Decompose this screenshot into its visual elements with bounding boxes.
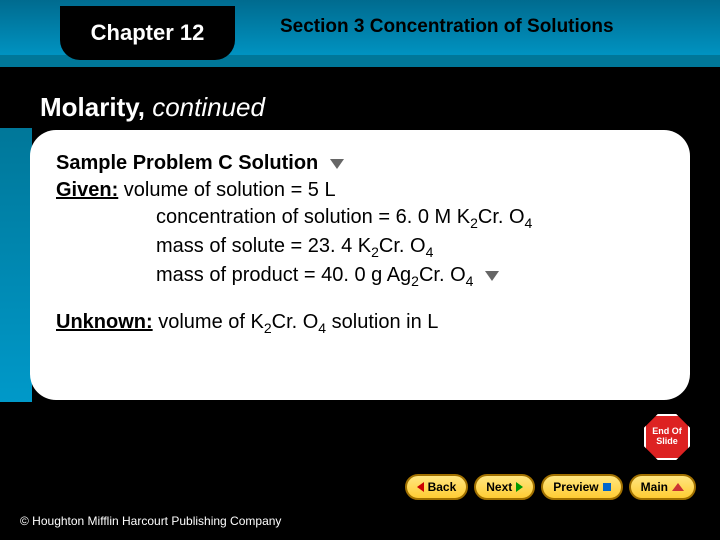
preview-label: Preview [553,480,598,494]
left-accent-bar [0,128,32,402]
subtitle-continued: continued [145,92,265,122]
given-line-2: concentration of solution = 6. 0 M K2Cr.… [56,206,664,231]
sub4b: 4 [426,244,434,260]
solute-mid: Cr. O [379,235,426,257]
main-button[interactable]: Main [629,474,696,500]
chapter-tab: Chapter 12 [60,6,235,60]
sub2a: 2 [470,215,478,231]
home-icon [672,483,684,491]
back-label: Back [428,480,457,494]
nav-bar: Back Next Preview Main [405,474,696,500]
end-label: End Of Slide [646,427,688,447]
sub2d: 2 [264,320,272,336]
prod-mid: Cr. O [419,264,466,286]
given-line-4: mass of product = 40. 0 g Ag2Cr. O4 [56,264,664,289]
section-title: Section 3 Concentration of Solutions [280,16,614,38]
conc-mid: Cr. O [478,206,525,228]
sub2c: 2 [411,273,419,289]
square-icon [603,483,611,491]
sub4d: 4 [318,320,326,336]
prod-pre: mass of product = 40. 0 g Ag [156,264,411,286]
unk-pre: volume of K [153,311,264,333]
dropdown-icon[interactable] [330,159,344,169]
next-button[interactable]: Next [474,474,535,500]
sub2b: 2 [371,244,379,260]
unk-post: solution in L [326,311,438,333]
subtitle-main: Molarity, [40,92,145,122]
end-of-slide-button[interactable]: End Of Slide [644,414,690,460]
next-label: Next [486,480,512,494]
given-label: Given: [56,179,118,201]
dropdown-icon[interactable] [485,271,499,281]
given-value-1: volume of solution = 5 L [118,179,335,201]
unk-mid: Cr. O [272,311,319,333]
spacer [56,293,664,307]
heading-text: Sample Problem C Solution [56,152,318,174]
main-label: Main [641,480,668,494]
content-card: Sample Problem C Solution Given: volume … [30,130,690,400]
triangle-right-icon [516,482,523,492]
triangle-left-icon [417,482,424,492]
unknown-line: Unknown: volume of K2Cr. O4 solution in … [56,311,664,336]
conc-pre: concentration of solution = 6. 0 M K [156,206,470,228]
given-line-3: mass of solute = 23. 4 K2Cr. O4 [56,235,664,260]
sub4c: 4 [466,273,474,289]
back-button[interactable]: Back [405,474,469,500]
preview-button[interactable]: Preview [541,474,622,500]
stop-icon: End Of Slide [644,414,690,460]
given-line-1: Given: volume of solution = 5 L [56,179,664,202]
problem-heading: Sample Problem C Solution [56,152,664,175]
sub4a: 4 [525,215,533,231]
copyright-text: © Houghton Mifflin Harcourt Publishing C… [20,514,281,528]
slide-subtitle: Molarity, continued [40,92,265,123]
unknown-label: Unknown: [56,311,153,333]
solute-pre: mass of solute = 23. 4 K [156,235,371,257]
